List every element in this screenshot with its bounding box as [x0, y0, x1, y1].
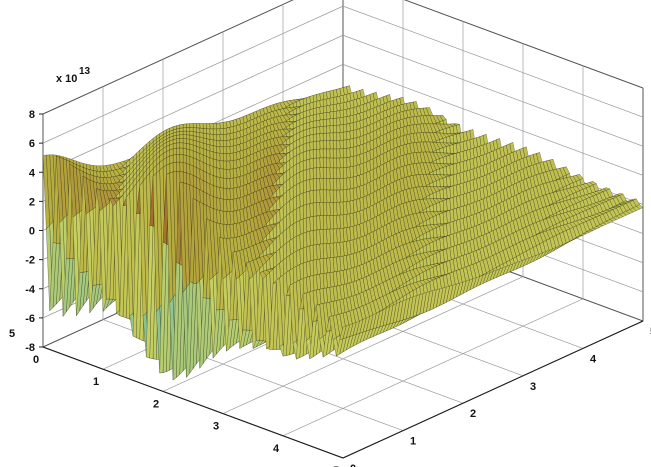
- x-tick-label-far: 5: [9, 328, 15, 340]
- surface-mesh: [42, 85, 644, 381]
- z-tick-label: 8: [29, 109, 35, 121]
- y-tick-label: 0: [350, 463, 356, 467]
- z-tick-label: 4: [29, 167, 36, 179]
- z-tick-label: 2: [29, 196, 35, 208]
- z-tick-label: 6: [29, 138, 35, 150]
- x-tick-label: 5: [333, 465, 339, 467]
- z-multiplier-exponent: 13: [79, 66, 91, 77]
- y-tick-label: 1: [410, 436, 416, 448]
- x-tick-label: 4: [273, 443, 280, 455]
- z-multiplier-label: x 10: [56, 73, 77, 85]
- z-tick-label: 0: [29, 226, 35, 238]
- axes-box-front: [42, 320, 644, 459]
- z-tick-label: -2: [25, 255, 35, 267]
- tick-labels: -8 -6 -4 -2 0 2 4 6 8 0 1 2 3 4 5 0 1 2 3 4 5 5: [9, 109, 651, 467]
- y-tick-label: 2: [470, 408, 476, 420]
- y-tick-label: 4: [590, 353, 597, 365]
- x-tick-label: 0: [33, 354, 39, 366]
- x-tick-label: 2: [153, 398, 159, 410]
- x-tick-label: 3: [213, 421, 219, 433]
- z-tick-label: -8: [25, 342, 35, 354]
- z-tick-label: -6: [25, 313, 35, 325]
- x-tick-label: 1: [93, 376, 99, 388]
- z-tick-label: -4: [25, 284, 36, 296]
- y-tick-label: 3: [530, 381, 536, 393]
- y-tick-label: 5: [650, 326, 651, 338]
